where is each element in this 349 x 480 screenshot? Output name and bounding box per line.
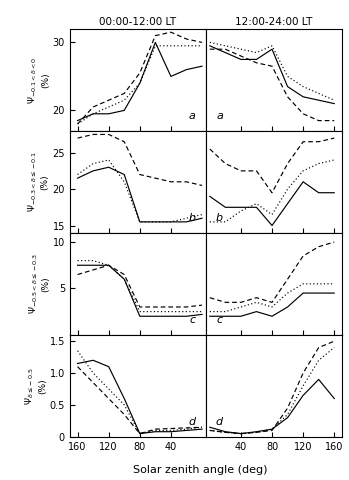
Title: 00:00-12:00 LT: 00:00-12:00 LT [99,17,176,26]
Text: a: a [189,110,196,120]
Text: d: d [189,417,196,427]
Text: b: b [216,213,223,223]
Title: 12:00-24:00 LT: 12:00-24:00 LT [235,17,313,26]
Text: a: a [216,110,223,120]
Text: d: d [216,417,223,427]
Y-axis label: $\Psi_{\delta\leq-0.5}$
(%): $\Psi_{\delta\leq-0.5}$ (%) [24,367,47,405]
Y-axis label: $\Psi_{-0.1<\delta<0}$
(%): $\Psi_{-0.1<\delta<0}$ (%) [27,56,50,104]
Text: c: c [189,314,195,324]
Y-axis label: $\Psi_{-0.3<\delta\leq-0.1}$
(%): $\Psi_{-0.3<\delta\leq-0.1}$ (%) [27,151,50,212]
Y-axis label: $\Psi_{-0.5<\delta\leq-0.3}$
(%): $\Psi_{-0.5<\delta\leq-0.3}$ (%) [27,253,50,314]
Text: Solar zenith angle (deg): Solar zenith angle (deg) [133,465,268,475]
Text: b: b [189,213,196,223]
Text: c: c [216,314,223,324]
